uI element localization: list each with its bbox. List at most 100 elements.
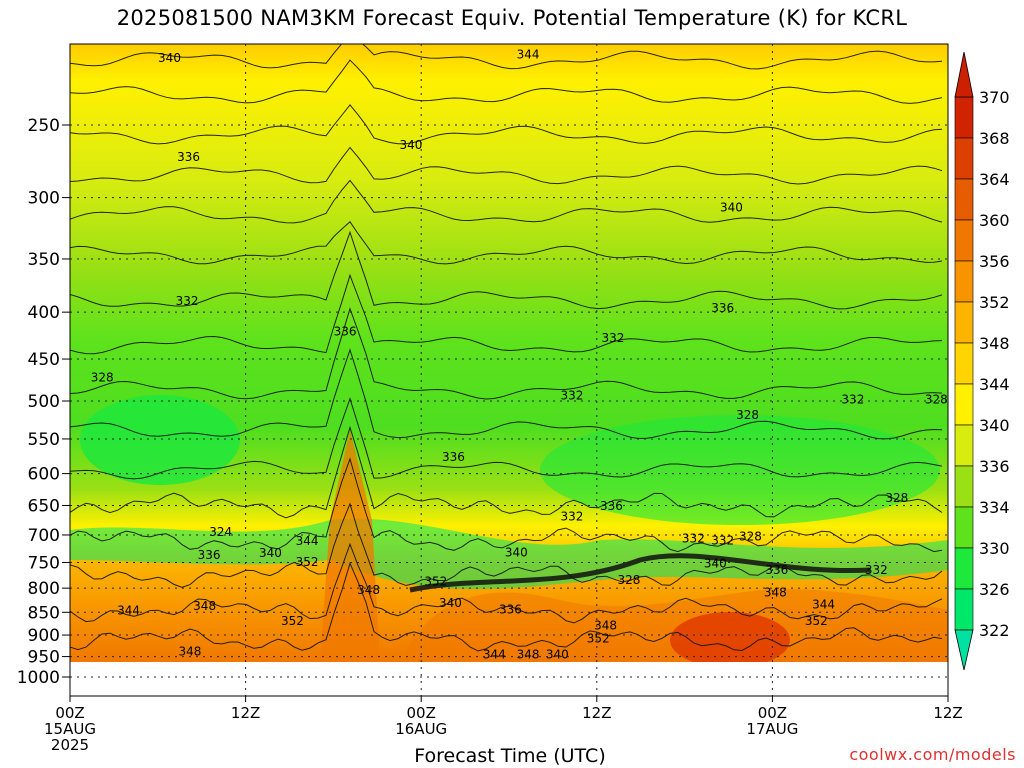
contour-label: 332 bbox=[560, 389, 583, 403]
contour-label: 352 bbox=[281, 614, 304, 628]
colorbar-label: 364 bbox=[979, 170, 1010, 189]
contour-label: 352 bbox=[587, 632, 610, 646]
y-tick-label: 350 bbox=[28, 250, 60, 270]
colorbar-label: 322 bbox=[979, 621, 1010, 640]
colorbar-label: 336 bbox=[979, 457, 1010, 476]
contour-label: 348 bbox=[193, 599, 216, 613]
dry-band-region bbox=[70, 518, 948, 589]
x-tick-label: 00Z bbox=[55, 704, 84, 722]
contour-label: 348 bbox=[179, 644, 202, 658]
contour-line bbox=[70, 230, 943, 310]
contour-label: 344 bbox=[296, 534, 319, 548]
theta-e-field bbox=[70, 44, 948, 662]
contour-lines bbox=[70, 44, 943, 652]
y-tick-label: 500 bbox=[28, 392, 60, 412]
contour-line bbox=[70, 59, 943, 104]
contour-label: 328 bbox=[885, 491, 908, 505]
y-tick-label: 600 bbox=[28, 465, 60, 485]
x-tick-label: 16AUG bbox=[395, 720, 447, 738]
y-tick-label: 700 bbox=[28, 526, 60, 546]
colorbar-label: 368 bbox=[979, 129, 1010, 148]
contour-line bbox=[70, 348, 943, 440]
contour-label: 332 bbox=[865, 563, 888, 577]
contour-line bbox=[70, 307, 943, 400]
contour-label: 332 bbox=[176, 294, 199, 308]
contour-line bbox=[70, 397, 943, 480]
credit-link[interactable]: coolwx.com/models bbox=[849, 745, 1016, 764]
x-tick-label: 12Z bbox=[582, 704, 611, 722]
y-tick-label: 550 bbox=[28, 430, 60, 450]
x-tick-label: 15AUG bbox=[44, 720, 96, 738]
x-tick-label: 2025 bbox=[51, 736, 89, 754]
plot-frame bbox=[69, 43, 949, 697]
colorbar-label: 340 bbox=[979, 416, 1010, 435]
contour-label: 328 bbox=[618, 573, 641, 587]
colorbar-arrow-high bbox=[954, 51, 974, 98]
contour-label: 332 bbox=[682, 532, 705, 546]
colorbar-swatch bbox=[954, 260, 974, 303]
contour-label: 340 bbox=[505, 545, 528, 559]
contour-label: 348 bbox=[517, 647, 540, 661]
colorbar-swatch bbox=[954, 588, 974, 631]
contour-label: 352 bbox=[805, 614, 828, 628]
contour-line bbox=[70, 104, 943, 145]
colorbar-swatch bbox=[954, 465, 974, 508]
contour-label: 348 bbox=[357, 583, 380, 597]
contour-line bbox=[70, 221, 943, 265]
contour-label: 348 bbox=[764, 586, 787, 600]
moist-low-region bbox=[80, 395, 240, 485]
y-tick-label: 900 bbox=[28, 626, 60, 646]
contour-label: 340 bbox=[259, 546, 282, 560]
contour-label: 340 bbox=[720, 201, 743, 215]
convective-plume-region bbox=[320, 430, 380, 662]
x-tick-label: 00Z bbox=[758, 704, 787, 722]
contour-line bbox=[70, 44, 943, 70]
contour-label: 328 bbox=[736, 408, 759, 422]
colorbar-label: 370 bbox=[979, 88, 1010, 107]
x-tick-label: 12Z bbox=[933, 704, 962, 722]
contour-label: 336 bbox=[711, 301, 734, 315]
contour-label: 340 bbox=[546, 647, 569, 661]
warm-surface-region bbox=[400, 589, 948, 662]
contour-label: 340 bbox=[158, 51, 181, 65]
contour-label: 324 bbox=[209, 525, 232, 539]
colorbar-swatch bbox=[954, 137, 974, 180]
x-tick-label: 17AUG bbox=[746, 720, 798, 738]
contour-label: 344 bbox=[812, 598, 835, 612]
contour-label: 332 bbox=[601, 331, 624, 345]
contour-line bbox=[70, 502, 943, 588]
x-tick-label: 00Z bbox=[407, 704, 436, 722]
contour-label: 336 bbox=[765, 563, 788, 577]
y-tick-label: 650 bbox=[28, 496, 60, 516]
x-tick-label: 12Z bbox=[231, 704, 260, 722]
contour-label: 348 bbox=[594, 618, 617, 632]
contour-line bbox=[70, 542, 943, 624]
contour-line bbox=[70, 273, 943, 355]
contour-label: 332 bbox=[560, 509, 583, 523]
contour-label: 328 bbox=[925, 393, 948, 407]
contour-label: 344 bbox=[117, 604, 140, 618]
colorbar-swatch bbox=[954, 424, 974, 467]
contour-label: 336 bbox=[198, 548, 221, 562]
colorbar-swatch bbox=[954, 219, 974, 262]
x-axis-title: Forecast Time (UTC) bbox=[414, 745, 606, 767]
pressure-axis: 250 300 350 400 450 500 550 600 650 700 750 800 850 9… bbox=[17, 116, 70, 688]
colorbar-swatch bbox=[954, 506, 974, 549]
contour-label: 336 bbox=[600, 499, 623, 513]
colorbar-swatch bbox=[954, 178, 974, 221]
colorbar-swatch bbox=[954, 96, 974, 139]
colorbar-swatch bbox=[954, 547, 974, 590]
colorbar-swatch bbox=[954, 383, 974, 426]
contour-label: 336 bbox=[334, 324, 357, 338]
contour-label: 328 bbox=[739, 530, 762, 544]
contour-label: 332 bbox=[711, 533, 734, 547]
contour-line bbox=[70, 179, 943, 224]
y-tick-label: 800 bbox=[28, 579, 60, 599]
contour-line bbox=[70, 146, 943, 185]
y-tick-label: 750 bbox=[28, 553, 60, 573]
y-tick-label: 1000 bbox=[17, 668, 60, 688]
contour-label: 336 bbox=[177, 150, 200, 164]
contour-label: 340 bbox=[439, 596, 462, 610]
